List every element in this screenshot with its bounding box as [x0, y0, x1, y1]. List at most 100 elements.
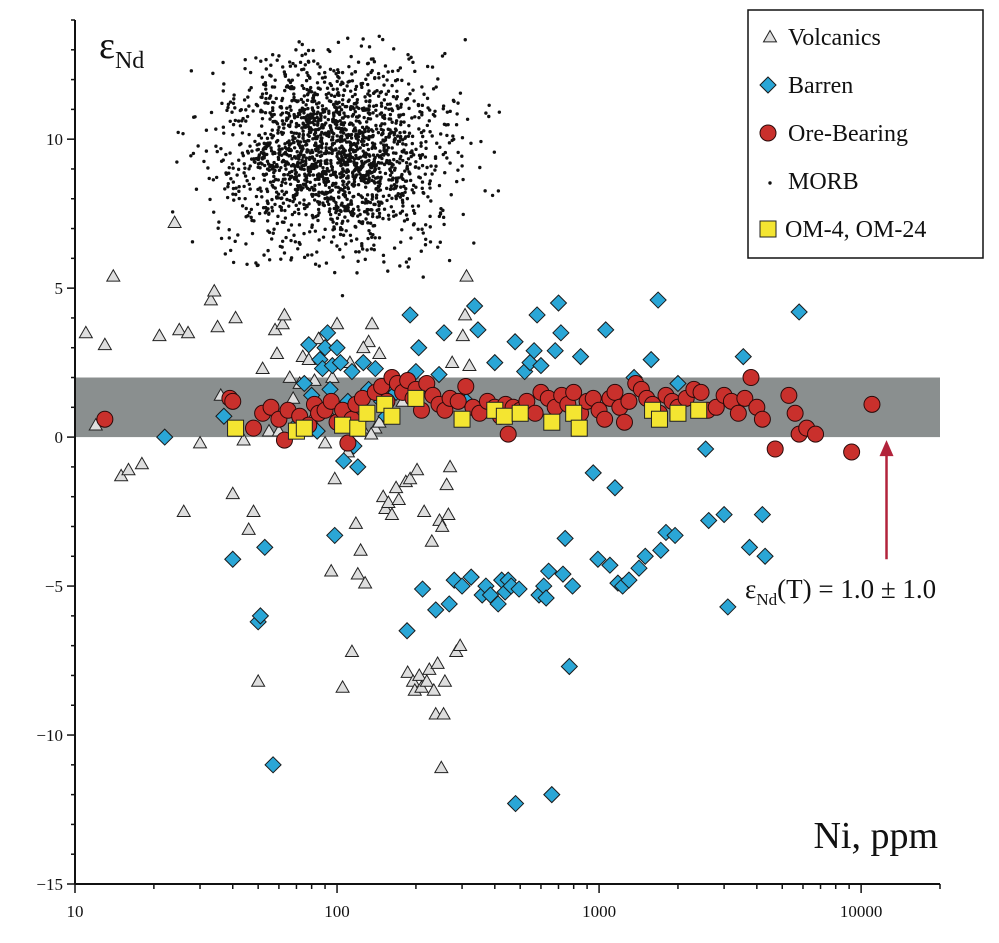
morb-point — [438, 240, 442, 244]
morb-point — [314, 214, 318, 219]
morb-point — [280, 119, 285, 123]
barren-point — [354, 353, 373, 372]
morb-point — [461, 212, 465, 217]
morb-point — [374, 123, 378, 128]
morb-point — [324, 142, 329, 146]
morb-point — [378, 200, 382, 205]
morb-point — [387, 161, 391, 166]
morb-point — [472, 241, 476, 245]
morb-point — [373, 181, 377, 185]
barren-point — [552, 324, 570, 342]
morb-point — [317, 182, 322, 186]
morb-point — [426, 106, 430, 110]
morb-point — [391, 94, 396, 99]
morb-point — [416, 227, 420, 231]
morb-point — [283, 88, 287, 93]
y-tick-label: 0 — [55, 428, 64, 447]
morb-point — [379, 90, 384, 94]
morb-point — [293, 175, 297, 180]
morb-point — [402, 120, 406, 124]
morb-point — [443, 170, 447, 175]
morb-point — [409, 236, 413, 240]
morb-point — [344, 229, 348, 233]
morb-point — [233, 118, 238, 123]
morb-point — [338, 227, 343, 232]
morb-point — [204, 128, 209, 132]
volcanics-point — [167, 215, 182, 228]
morb-point — [377, 34, 381, 39]
morb-point — [392, 133, 396, 137]
legend-label: MORB — [788, 169, 859, 195]
morb-point — [428, 225, 432, 229]
morb-point — [292, 155, 297, 159]
barren-point — [649, 291, 667, 309]
morb-point — [320, 76, 325, 80]
morb-point — [376, 160, 381, 165]
morb-point — [272, 165, 277, 169]
barren-point — [295, 374, 314, 393]
morb-point — [456, 101, 460, 105]
morb-point — [291, 134, 295, 139]
morb-point — [394, 151, 398, 155]
barren-point — [430, 365, 448, 384]
morb-point — [245, 114, 250, 119]
morb-point — [232, 97, 236, 101]
morb-point — [385, 78, 389, 82]
morb-point — [348, 143, 353, 148]
morb-point — [382, 98, 387, 102]
morb-point — [274, 96, 278, 101]
barren-point — [489, 595, 507, 613]
morb-point — [265, 136, 270, 141]
morb-point — [367, 163, 372, 167]
ore-bearing-point — [339, 434, 357, 452]
morb-point — [311, 48, 315, 53]
morb-point — [383, 64, 388, 68]
morb-point — [396, 68, 400, 73]
morb-point — [370, 134, 374, 139]
barren-point — [556, 529, 574, 548]
morb-point — [226, 184, 230, 189]
morb-point — [368, 221, 373, 225]
morb-point — [311, 96, 315, 100]
volcanics-point — [176, 504, 192, 517]
morb-point — [319, 150, 323, 154]
morb-point — [360, 200, 365, 205]
morb-point — [446, 122, 450, 127]
morb-point — [323, 159, 327, 163]
morb-point — [445, 133, 449, 138]
morb-point — [288, 174, 293, 179]
morb-point — [339, 82, 343, 87]
morb-point — [381, 253, 386, 258]
barren-point — [525, 341, 543, 360]
morb-point — [312, 59, 316, 63]
morb-point — [327, 151, 331, 155]
barren-point — [601, 556, 619, 574]
morb-point — [352, 183, 357, 187]
volcanics-point — [323, 563, 339, 577]
morb-point — [478, 165, 482, 170]
morb-point — [370, 208, 374, 212]
barren-point — [435, 324, 453, 342]
morb-point — [272, 160, 276, 165]
morb-point — [268, 180, 273, 184]
morb-point — [324, 146, 328, 150]
morb-point — [269, 74, 273, 78]
morb-point — [401, 112, 406, 117]
morb-point — [418, 156, 423, 160]
morb-point — [270, 53, 275, 57]
morb-point — [335, 216, 340, 220]
morb-point — [383, 106, 388, 110]
morb-point — [310, 253, 314, 257]
morb-point — [460, 136, 465, 140]
morb-point — [397, 161, 402, 165]
morb-point — [257, 211, 262, 216]
morb-point — [231, 180, 236, 184]
axes: −15 −10 −5 0 5 10 10 100 1000 10000 — [36, 19, 941, 921]
morb-point — [290, 78, 295, 82]
barren-point — [251, 607, 270, 625]
morb-point — [422, 129, 426, 133]
morb-point — [332, 94, 337, 99]
morb-point — [348, 133, 352, 137]
morb-point — [292, 210, 297, 215]
morb-point — [348, 233, 353, 238]
